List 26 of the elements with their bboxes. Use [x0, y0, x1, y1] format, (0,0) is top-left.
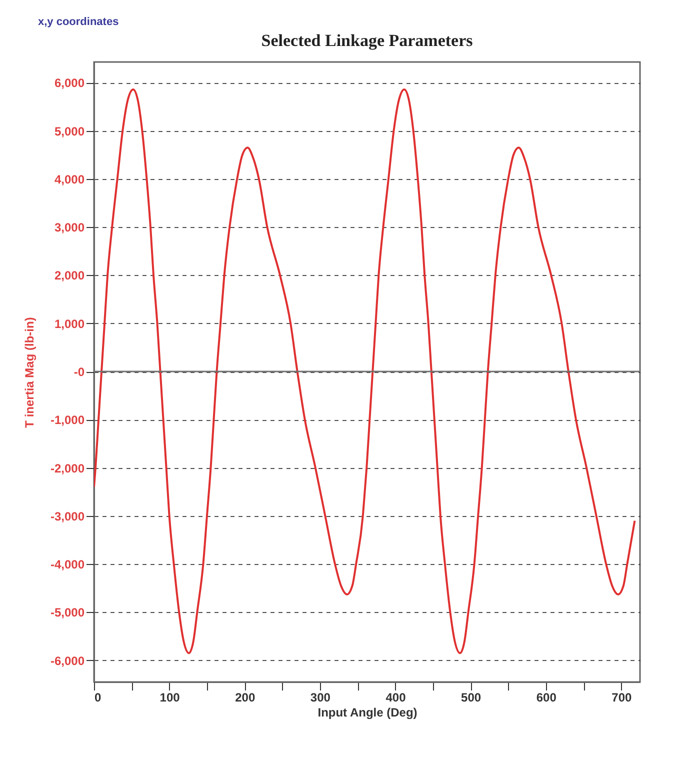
y-tick-label: -0 — [74, 365, 85, 380]
y-tick-label: 6,000 — [54, 76, 85, 90]
x-tick-label: 700 — [612, 690, 632, 704]
y-tick-label: 2,000 — [54, 268, 85, 283]
y-tick-label: 3,000 — [54, 220, 85, 235]
y-tick-label: 4,000 — [54, 172, 85, 186]
x-tick-label: 300 — [310, 690, 331, 704]
y-tick-label: -5,000 — [50, 606, 85, 620]
y-tick-label: -2,000 — [50, 461, 85, 476]
text: x,y coordinates — [38, 16, 119, 28]
y-tick-label: 5,000 — [54, 124, 85, 138]
y-tick-label: -4,000 — [50, 558, 85, 572]
y-tick-label: -6,000 — [50, 654, 85, 668]
x-tick-label: 0 — [94, 690, 102, 704]
y-tick-label: -3,000 — [50, 509, 85, 524]
x-tick-label: 600 — [536, 690, 557, 704]
x-tick-label: 400 — [386, 690, 406, 704]
x-tick-label: 500 — [461, 690, 482, 704]
x-tick-label: 200 — [235, 690, 256, 704]
line-series — [94, 88, 636, 654]
x-axis-title: Input Angle (Deg) — [318, 706, 418, 720]
y-tick-label: 1,000 — [54, 316, 85, 331]
x-tick-label: 100 — [160, 690, 180, 704]
y-tick-label: -1,000 — [50, 413, 85, 428]
chart-title: Selected Linkage Parameters — [261, 31, 474, 50]
y-axis-title: T inertia Mag (lb-in) — [22, 317, 36, 428]
